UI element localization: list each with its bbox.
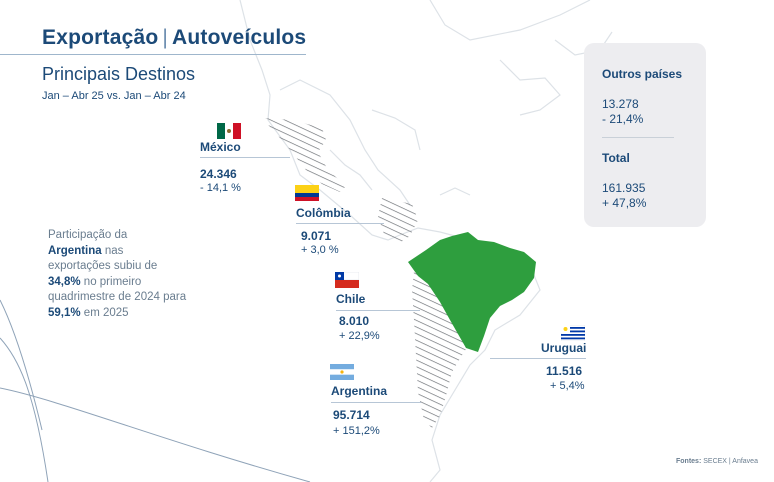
colombia-name: Colômbia bbox=[296, 206, 351, 220]
chile-flag-icon bbox=[335, 272, 359, 288]
source-label: Fontes: bbox=[676, 458, 702, 465]
mexico-change: - 14,1 % bbox=[200, 182, 241, 194]
brazil-shape bbox=[408, 232, 536, 352]
total-change: + 47,8% bbox=[602, 196, 647, 210]
argentina-share-note: Participação da Argentina nas exportações… bbox=[48, 228, 188, 321]
title-part2: Autoveículos bbox=[172, 26, 307, 49]
colombia-change: + 3,0 % bbox=[301, 244, 339, 256]
title-part1: Exportação bbox=[42, 26, 159, 49]
note-text-2: nas exportações subiu de bbox=[48, 244, 158, 273]
chile-divider bbox=[336, 310, 420, 311]
uruguai-divider bbox=[490, 358, 586, 359]
note-highlight-2025: 59,1% bbox=[48, 306, 81, 319]
chile-name: Chile bbox=[336, 292, 366, 306]
card-divider bbox=[602, 137, 674, 138]
others-change: - 21,4% bbox=[602, 112, 644, 126]
total-value: 161.935 bbox=[602, 181, 646, 195]
argentina-name: Argentina bbox=[331, 384, 388, 398]
colombia-flag-icon bbox=[295, 185, 319, 201]
hatched-countries bbox=[262, 118, 476, 428]
uruguai-name: Uruguai bbox=[541, 341, 587, 355]
others-value: 13.278 bbox=[602, 97, 639, 111]
summary-card: Outros países 13.278 - 21,4% Total 161.9… bbox=[584, 43, 706, 227]
uruguai-value: 11.516 bbox=[546, 364, 583, 378]
title-divider bbox=[0, 54, 306, 55]
note-highlight-2024: 34,8% bbox=[48, 275, 81, 288]
note-text-4: em 2025 bbox=[80, 306, 129, 319]
mexico-value: 24.346 bbox=[200, 167, 237, 181]
argentina-value: 95.714 bbox=[333, 408, 370, 422]
decorative-lines bbox=[0, 299, 311, 482]
mexico-flag-icon bbox=[217, 123, 241, 139]
chile-value: 8.010 bbox=[339, 314, 370, 328]
uruguai-change: + 5,4% bbox=[550, 380, 585, 392]
mexico-divider bbox=[200, 157, 290, 158]
uruguai-flag-icon bbox=[561, 325, 585, 341]
argentina-change: + 151,2% bbox=[333, 425, 380, 437]
title-separator: | bbox=[162, 26, 169, 49]
argentina-flag-icon bbox=[330, 364, 354, 380]
total-label: Total bbox=[602, 151, 630, 165]
source-text: SECEX | Anfavea bbox=[701, 458, 758, 465]
source-note: Fontes: SECEX | Anfavea bbox=[676, 458, 758, 465]
note-highlight-argentina: Argentina bbox=[48, 244, 102, 257]
chile-change: + 22,9% bbox=[339, 330, 380, 342]
note-text-3: no primeiro quadrimestre de 2024 para bbox=[48, 275, 187, 304]
note-text-1: Participação da bbox=[48, 229, 128, 241]
others-label: Outros países bbox=[602, 67, 683, 81]
argentina-divider bbox=[331, 402, 421, 403]
page-title: Exportação | Autoveículos bbox=[42, 26, 306, 50]
period-label: Jan – Abr 25 vs. Jan – Abr 24 bbox=[42, 90, 186, 102]
colombia-value: 9.071 bbox=[301, 229, 332, 243]
colombia-divider bbox=[296, 223, 384, 224]
page-subtitle: Principais Destinos bbox=[42, 64, 196, 84]
mexico-name: México bbox=[200, 140, 241, 154]
